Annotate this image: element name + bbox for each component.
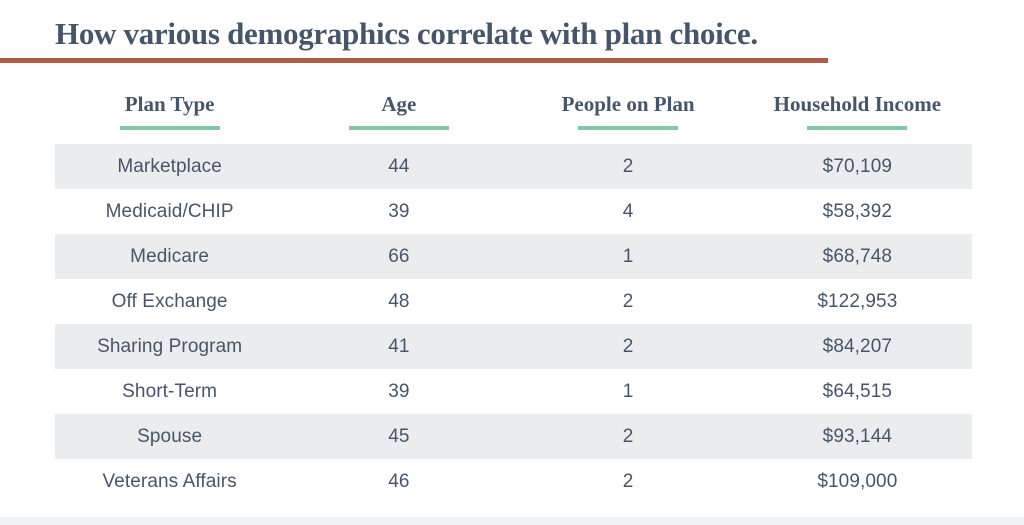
header-underline — [807, 126, 908, 130]
header-label: Age — [381, 92, 417, 116]
header-plan-type: Plan Type — [55, 92, 284, 130]
cell-plan-type: Short-Term — [122, 380, 218, 402]
cell-plan-type: Veterans Affairs — [102, 470, 237, 492]
table-row: Sharing Program 41 2 $84,207 — [55, 324, 972, 369]
header-underline — [119, 126, 220, 130]
cell-plan-type: Medicare — [130, 245, 210, 267]
header-underline — [348, 126, 449, 130]
header-age: Age — [284, 92, 513, 130]
page-title: How various demographics correlate with … — [55, 16, 758, 51]
header-underline — [578, 126, 679, 130]
cell-age: 46 — [388, 470, 410, 492]
cell-age: 41 — [388, 335, 410, 357]
next-row-edge-strip — [0, 517, 1024, 525]
cell-age: 66 — [388, 245, 410, 267]
cell-income: $93,144 — [822, 425, 893, 447]
cell-people: 1 — [622, 245, 634, 267]
header-people-on-plan: People on Plan — [514, 92, 743, 130]
cell-plan-type: Marketplace — [117, 155, 222, 177]
cell-age: 45 — [388, 425, 410, 447]
table-row: Short-Term 39 1 $64,515 — [55, 369, 972, 414]
table-body: Marketplace 44 2 $70,109 Medicaid/CHIP 3… — [55, 144, 972, 504]
cell-plan-type: Sharing Program — [97, 335, 243, 357]
demographics-table: Plan Type Age People on Plan Household I… — [55, 92, 972, 504]
header-label: People on Plan — [561, 92, 695, 116]
cell-income: $68,748 — [822, 245, 893, 267]
table-row: Medicaid/CHIP 39 4 $58,392 — [55, 189, 972, 234]
cell-plan-type: Off Exchange — [111, 290, 228, 312]
header-label: Household Income — [773, 92, 942, 116]
cell-people: 2 — [622, 155, 634, 177]
title-accent-rule — [0, 58, 828, 63]
cell-age: 39 — [388, 380, 410, 402]
table-row: Medicare 66 1 $68,748 — [55, 234, 972, 279]
cell-age: 48 — [388, 290, 410, 312]
cell-people: 2 — [622, 470, 634, 492]
cell-people: 2 — [622, 335, 634, 357]
table-row: Spouse 45 2 $93,144 — [55, 414, 972, 459]
cell-income: $109,000 — [817, 470, 898, 492]
cell-income: $64,515 — [822, 380, 893, 402]
cell-people: 1 — [622, 380, 634, 402]
header-label: Plan Type — [124, 92, 215, 116]
table-row: Veterans Affairs 46 2 $109,000 — [55, 459, 972, 504]
cell-income: $84,207 — [822, 335, 893, 357]
cell-age: 44 — [388, 155, 410, 177]
cell-people: 2 — [622, 425, 634, 447]
cell-people: 2 — [622, 290, 634, 312]
cell-plan-type: Medicaid/CHIP — [105, 200, 234, 222]
header-household-income: Household Income — [743, 92, 972, 130]
cell-age: 39 — [388, 200, 410, 222]
table-row: Off Exchange 48 2 $122,953 — [55, 279, 972, 324]
table-header-row: Plan Type Age People on Plan Household I… — [55, 92, 972, 130]
table-row: Marketplace 44 2 $70,109 — [55, 144, 972, 189]
cell-people: 4 — [622, 200, 634, 222]
cell-plan-type: Spouse — [137, 425, 203, 447]
cell-income: $58,392 — [822, 200, 893, 222]
cell-income: $122,953 — [817, 290, 898, 312]
cell-income: $70,109 — [822, 155, 893, 177]
